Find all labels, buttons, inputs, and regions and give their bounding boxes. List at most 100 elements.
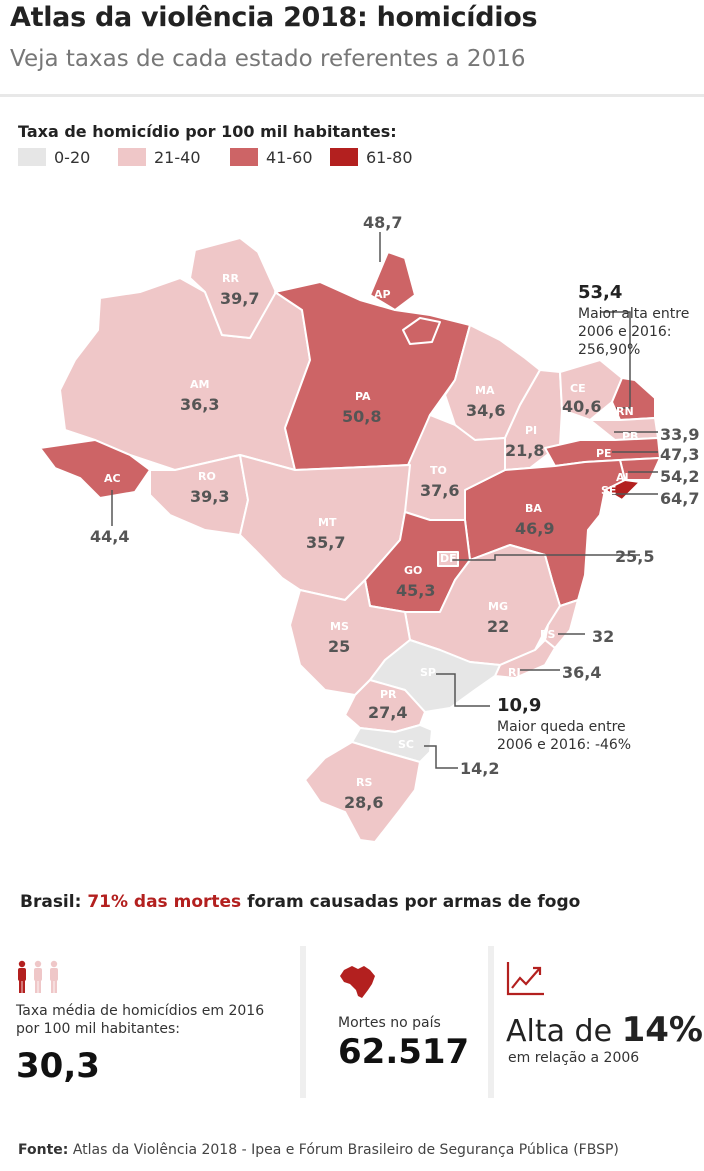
state-value-pi: 21,8 xyxy=(505,441,544,460)
people-icon xyxy=(18,960,58,993)
legend-item: 61-80 xyxy=(330,146,413,168)
legend-label: 21-40 xyxy=(154,147,201,167)
state-value-pr: 27,4 xyxy=(368,703,407,722)
state-value-to: 37,6 xyxy=(420,481,459,500)
stats-panel: Taxa média de homicídios em 2016 por 100… xyxy=(0,946,704,1098)
sp-callout-value: 10,9 xyxy=(497,695,542,716)
state-abbr-ro: RO xyxy=(198,470,216,483)
legend-label: 0-20 xyxy=(54,147,91,167)
state-value-es: 32 xyxy=(592,627,614,646)
state-abbr-rs: RS xyxy=(356,776,372,789)
state-value-ap: 48,7 xyxy=(363,213,402,232)
state-value-go: 45,3 xyxy=(396,581,435,600)
brasil-highlight: 71% das mortes xyxy=(87,892,242,912)
state-abbr-rn: RN xyxy=(616,405,634,418)
legend-label: 61-80 xyxy=(366,147,413,167)
state-value-pa: 50,8 xyxy=(342,407,381,426)
state-value-ma: 34,6 xyxy=(466,401,505,420)
stat-average-label: Taxa média de homicídios em 2016 por 100… xyxy=(16,1003,265,1037)
legend-item: 41-60 xyxy=(230,146,313,168)
source-line: Fonte: Atlas da Violência 2018 - Ipea e … xyxy=(18,1142,619,1158)
state-abbr-am: AM xyxy=(190,378,209,391)
brasil-suffix: foram causadas por armas de fogo xyxy=(241,892,581,912)
leader-line-rn xyxy=(600,311,631,409)
legend-swatch xyxy=(118,148,146,166)
stat-rise-headline: Alta de 14% xyxy=(506,1010,703,1050)
state-abbr-mg: MG xyxy=(488,600,508,613)
stat-rise-box: Alta de 14% em relação a 2006 xyxy=(494,946,704,1098)
legend-swatch xyxy=(18,148,46,166)
state-abbr-ba: BA xyxy=(525,502,542,515)
stat-rise-sub: em relação a 2006 xyxy=(508,1050,640,1066)
page-title: Atlas da violência 2018: homicídios xyxy=(10,2,538,33)
state-abbr-pb: PB xyxy=(622,430,638,443)
trend-up-icon xyxy=(506,962,544,996)
state-abbr-ce: CE xyxy=(570,382,586,395)
state-abbr-to: TO xyxy=(430,464,447,477)
state-abbr-pe: PE xyxy=(596,447,612,460)
stat-rise-value: 14% xyxy=(621,1010,703,1050)
state-shape-pa-island xyxy=(402,317,441,345)
source-text: Atlas da Violência 2018 - Ipea e Fórum B… xyxy=(68,1142,619,1158)
sp-callout-line: 2006 e 2016: -46% xyxy=(497,737,632,753)
state-value-sc: 14,2 xyxy=(460,759,499,778)
state-abbr-sc: SC xyxy=(398,738,414,751)
brasil-prefix: Brasil: xyxy=(20,892,88,912)
leader-line-df xyxy=(452,554,640,561)
legend-swatch xyxy=(230,148,258,166)
stat-average-value: 30,3 xyxy=(16,1046,100,1086)
brasil-headline: Brasil: 71% das mortes foram causadas po… xyxy=(20,892,580,912)
state-value-pb: 33,9 xyxy=(660,425,699,444)
state-value-ro: 39,3 xyxy=(190,487,229,506)
state-value-rr: 39,7 xyxy=(220,289,259,308)
legend-item: 21-40 xyxy=(118,146,201,168)
brazil-map: RR 39,7 48,7 AP AM 36,3 PA 50,8 MA 34,6 … xyxy=(39,213,699,843)
state-value-ba: 46,9 xyxy=(515,519,554,538)
rn-callout-line: 2006 e 2016: xyxy=(578,324,672,340)
state-abbr-ma: MA xyxy=(475,384,495,397)
state-shape-ap xyxy=(369,251,416,311)
stat-deaths-label: Mortes no país xyxy=(338,1015,441,1031)
brazil-map-icon xyxy=(340,966,375,998)
state-abbr-pa: PA xyxy=(355,390,371,403)
legend-swatch xyxy=(330,148,358,166)
state-value-ms: 25 xyxy=(328,637,350,656)
state-abbr-rj: RJ xyxy=(508,666,521,679)
state-value-se: 64,7 xyxy=(660,489,699,508)
state-shape-rr xyxy=(189,237,277,339)
leader-line-sc xyxy=(424,745,458,769)
rn-callout-line: 256,90% xyxy=(578,342,641,358)
state-abbr-es: ES xyxy=(540,628,556,641)
state-value-pe: 47,3 xyxy=(660,445,699,464)
legend-label: 41-60 xyxy=(266,147,313,167)
state-shape-pb xyxy=(589,417,659,441)
state-abbr-ap: AP xyxy=(374,288,391,301)
state-abbr-sp: SP xyxy=(420,666,436,679)
state-abbr-rr: RR xyxy=(222,272,239,285)
state-value-al: 54,2 xyxy=(660,467,699,486)
state-shape-rj xyxy=(494,639,556,679)
page-subtitle: Veja taxas de cada estado referentes a 2… xyxy=(10,46,526,72)
sp-callout-line: Maior queda entre xyxy=(497,719,626,735)
divider xyxy=(0,94,704,97)
state-value-ac: 44,4 xyxy=(90,527,129,546)
sp-callout: 10,9 Maior queda entre 2006 e 2016: -46% xyxy=(497,694,631,754)
state-abbr-al: AL xyxy=(616,471,632,484)
state-value-rj: 36,4 xyxy=(562,663,601,682)
rn-callout: 53,4 Maior alta entre 2006 e 2016: 256,9… xyxy=(578,281,689,359)
state-shape-rs xyxy=(304,741,421,843)
state-value-ce: 40,6 xyxy=(562,397,601,416)
stat-deaths-box: Mortes no país 62.517 xyxy=(306,946,488,1098)
state-abbr-go: GO xyxy=(404,564,422,577)
stat-average-box: Taxa média de homicídios em 2016 por 100… xyxy=(0,946,300,1098)
state-abbr-df: DF xyxy=(440,552,457,565)
leader-line-sp xyxy=(436,673,490,707)
state-value-df: 25,5 xyxy=(615,547,654,566)
rn-callout-line: Maior alta entre xyxy=(578,306,690,322)
leader-lines xyxy=(111,232,658,769)
state-abbr-se: SE xyxy=(601,484,616,497)
stat-deaths-value: 62.517 xyxy=(338,1032,470,1072)
state-value-mg: 22 xyxy=(487,617,509,636)
legend-title: Taxa de homicídio por 100 mil habitantes… xyxy=(18,122,397,141)
state-abbr-ms: MS xyxy=(330,620,349,633)
